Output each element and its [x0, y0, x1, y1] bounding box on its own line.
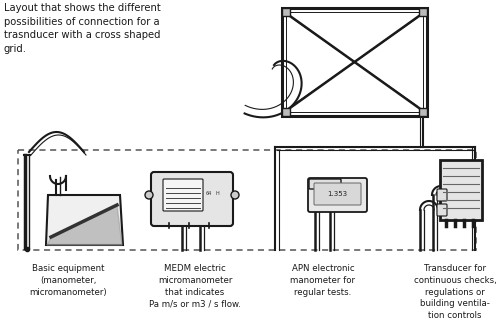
FancyBboxPatch shape [309, 179, 341, 189]
FancyBboxPatch shape [437, 189, 447, 201]
Polygon shape [419, 108, 427, 116]
Text: APN electronic
manometer for
regular tests.: APN electronic manometer for regular tes… [290, 264, 356, 297]
Text: Layout that shows the different
possibilities of connection for a
trasnducer wit: Layout that shows the different possibil… [4, 3, 161, 54]
Circle shape [231, 191, 239, 199]
FancyBboxPatch shape [308, 178, 367, 212]
Polygon shape [419, 8, 427, 16]
Text: MEDM electric
micromanometer
that indicates
Pa m/s or m3 / s flow.: MEDM electric micromanometer that indica… [149, 264, 241, 308]
Polygon shape [282, 108, 290, 116]
Text: Basic equipment
(manometer,
micromanometer): Basic equipment (manometer, micromanomet… [29, 264, 107, 297]
Polygon shape [282, 8, 290, 16]
FancyBboxPatch shape [314, 183, 361, 205]
Polygon shape [47, 205, 122, 245]
FancyBboxPatch shape [437, 204, 447, 216]
Text: 64: 64 [206, 191, 212, 196]
Text: Transducer for
continuous checks,
regulations or
building ventila-
tion controls: Transducer for continuous checks, regula… [414, 264, 496, 320]
Circle shape [145, 191, 153, 199]
Text: 1.353: 1.353 [328, 191, 347, 197]
FancyBboxPatch shape [163, 179, 203, 211]
Polygon shape [46, 195, 123, 245]
Polygon shape [440, 160, 482, 220]
FancyBboxPatch shape [151, 172, 233, 226]
Text: H: H [216, 191, 220, 196]
